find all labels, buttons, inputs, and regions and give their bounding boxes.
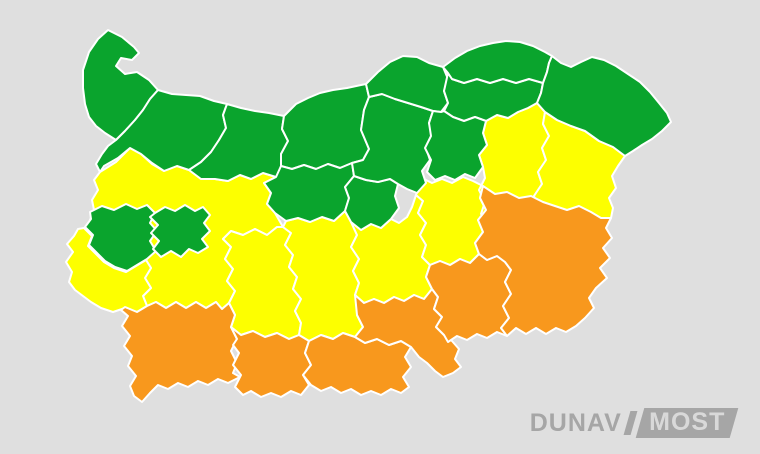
dunavmost-logo: DUNAV MOST: [529, 408, 739, 438]
region-montana: [95, 89, 228, 173]
region-silistra: [442, 40, 553, 84]
region-pleven: [280, 83, 370, 170]
region-vratsa: [188, 103, 289, 182]
region-dobrich: [536, 55, 672, 157]
logo-badge: MOST: [635, 408, 739, 438]
region-sliven: [415, 176, 487, 266]
logo-text-dunav: DUNAV: [529, 408, 622, 437]
region-burgas: [474, 185, 613, 337]
region-targovishte: [424, 110, 488, 181]
region-pernik: [84, 203, 158, 272]
region-smolyan: [230, 326, 312, 398]
region-haskovo: [354, 288, 462, 378]
region-blagoevgrad: [120, 301, 241, 403]
region-yambol: [425, 253, 512, 343]
region-lovech: [263, 162, 355, 223]
logo-slash-icon: [623, 411, 638, 435]
logo-text-most: MOST: [648, 408, 726, 436]
region-sofia-city: [149, 204, 211, 258]
